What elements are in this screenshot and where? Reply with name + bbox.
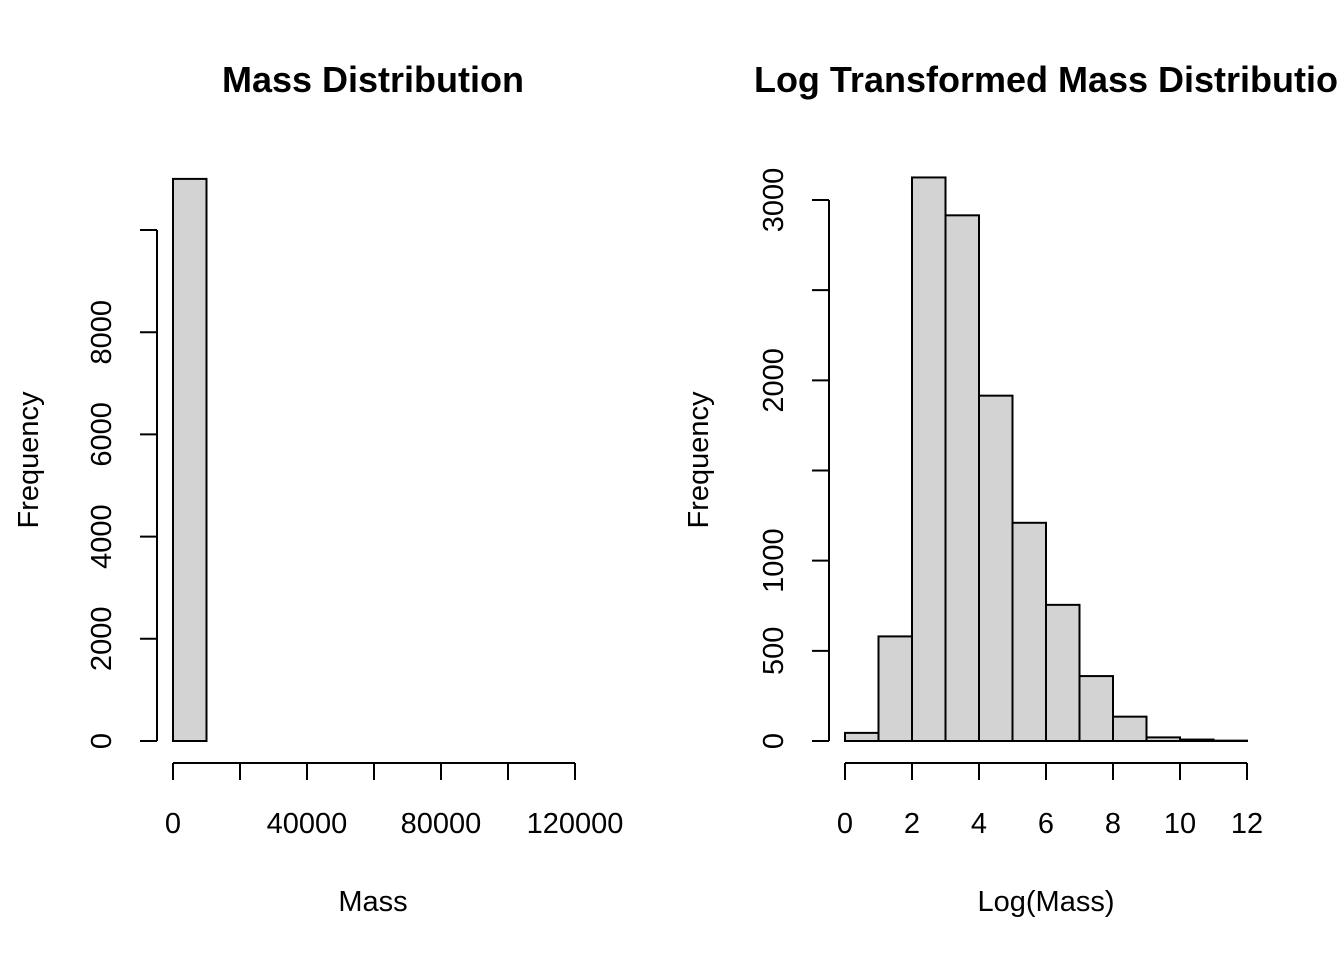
x-tick-label: 0: [165, 808, 181, 840]
y-tick-label: 0: [758, 733, 790, 749]
chart-title: Log Transformed Mass Distributio: [754, 59, 1338, 100]
histogram-bar: [1011, 521, 1047, 743]
y-tick-label: 500: [758, 627, 790, 675]
x-axis-label: Log(Mass): [978, 886, 1115, 918]
histogram-bar: [172, 177, 208, 742]
x-tick-label: 2: [904, 808, 920, 840]
histogram-bar: [944, 214, 980, 743]
y-tick-label: 8000: [86, 300, 118, 365]
x-axis-label: Mass: [338, 886, 407, 918]
histogram-bar: [1112, 715, 1148, 743]
x-tick-label: 6: [1038, 808, 1054, 840]
y-tick-label: 6000: [86, 402, 118, 467]
x-tick-label: 120000: [527, 808, 624, 840]
x-tick-label: 40000: [267, 808, 348, 840]
histogram-bar: [1145, 736, 1181, 742]
x-tick-label: 10: [1164, 808, 1196, 840]
histogram-bar: [844, 731, 880, 743]
y-axis-label: Frequency: [13, 391, 45, 529]
y-tick-label: 4000: [86, 504, 118, 569]
histogram-panel-2: Log Transformed Mass Distributio 0 2 4 6 8 10 1…: [683, 59, 1338, 918]
y-tick-label: 2000: [86, 607, 118, 672]
histogram-bar: [1179, 738, 1215, 742]
x-tick-label: 12: [1231, 808, 1263, 840]
histogram-bar: [877, 635, 913, 743]
histogram-bar: [911, 176, 947, 743]
histogram-bar: [978, 394, 1014, 742]
x-tick-label: 0: [837, 808, 853, 840]
x-tick-label: 4: [971, 808, 987, 840]
y-tick-label: 1000: [758, 528, 790, 593]
chart-title: Mass Distribution: [222, 59, 524, 100]
histogram-bar: [1045, 603, 1081, 742]
histogram-panel-1: Mass Distribution 0 40000 80000 120000 0 2000 4…: [13, 59, 623, 918]
y-tick-label: 0: [86, 733, 118, 749]
y-tick-label: 2000: [758, 348, 790, 413]
x-tick-label: 8: [1105, 808, 1121, 840]
histogram-bar: [1078, 675, 1114, 743]
x-tick-label: 80000: [401, 808, 482, 840]
y-axis-label: Frequency: [683, 391, 715, 529]
y-tick-label: 3000: [758, 168, 790, 233]
